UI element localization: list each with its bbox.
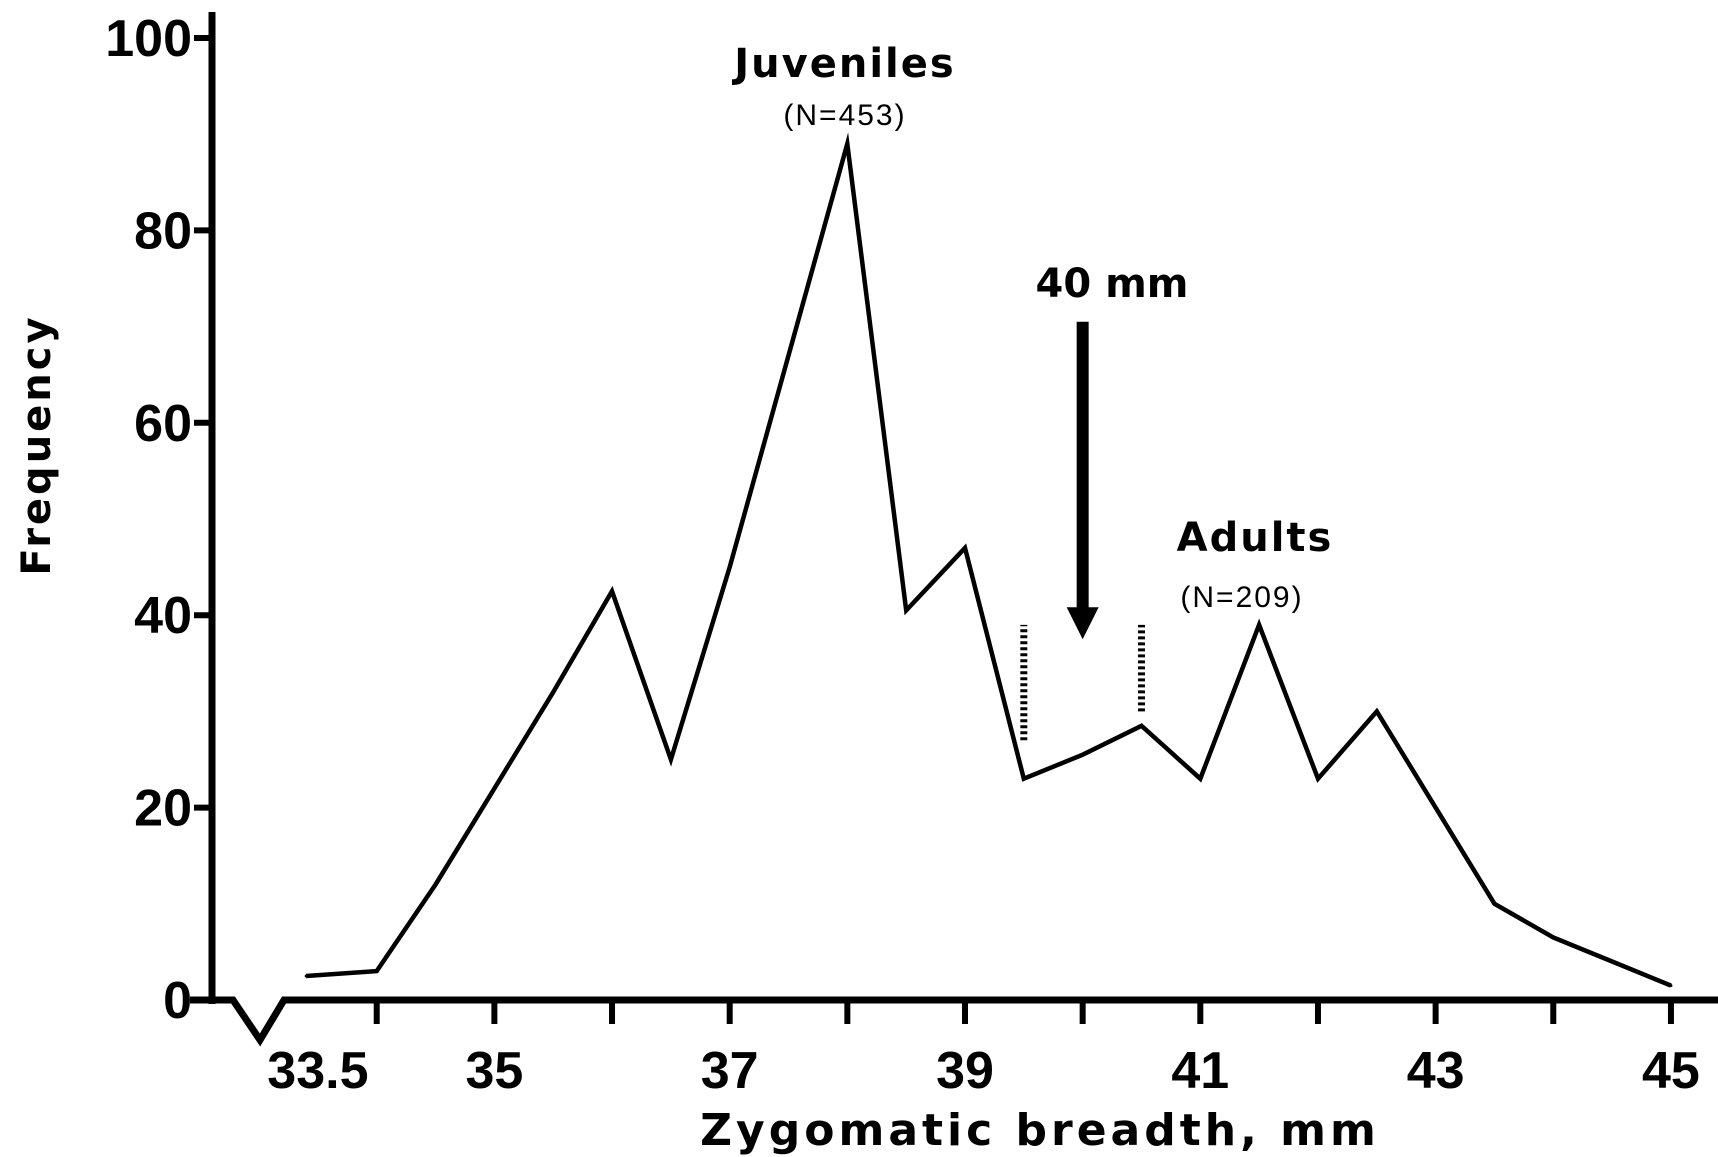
interval-markers bbox=[1020, 624, 1145, 741]
data-point bbox=[1551, 935, 1555, 939]
x-tick-label: 41 bbox=[1171, 1042, 1229, 1100]
arrow-head bbox=[1066, 607, 1099, 640]
y-tick-label: 60 bbox=[134, 395, 192, 453]
data-point bbox=[669, 758, 673, 761]
adults-count: (N=209) bbox=[1180, 581, 1303, 614]
x-tick-label: 37 bbox=[701, 1042, 759, 1100]
data-point bbox=[1669, 984, 1673, 988]
data-point bbox=[434, 883, 438, 887]
y-tick-label: 40 bbox=[134, 587, 192, 645]
x-tick-label: 45 bbox=[1642, 1042, 1700, 1100]
y-tick-label: 0 bbox=[163, 972, 192, 1030]
x-axis: 33.5 35 37 39 41 43 45 bbox=[190, 996, 1718, 1100]
data-point bbox=[787, 353, 791, 357]
y-axis: 0 20 40 60 80 100 bbox=[105, 10, 216, 1030]
cutoff-label: 40 mm bbox=[1036, 261, 1189, 307]
data-point bbox=[1257, 623, 1261, 627]
data-point bbox=[1316, 777, 1320, 781]
cutoff-arrow bbox=[1066, 321, 1099, 640]
x-axis-line bbox=[190, 996, 1718, 1047]
x-tick-label: 43 bbox=[1407, 1042, 1465, 1100]
data-point bbox=[1139, 724, 1143, 728]
series-line bbox=[305, 132, 1672, 988]
data-point bbox=[1492, 902, 1496, 906]
adults-label: Adults bbox=[1177, 515, 1334, 561]
y-axis-title: Frequency bbox=[14, 314, 60, 575]
data-point bbox=[1375, 709, 1379, 713]
y-tick-label: 20 bbox=[134, 780, 192, 838]
data-point bbox=[728, 565, 732, 569]
x-tick-label: 35 bbox=[465, 1042, 523, 1100]
data-point bbox=[1434, 806, 1438, 810]
y-tick-label: 80 bbox=[134, 202, 192, 260]
data-point bbox=[1081, 753, 1085, 757]
data-point bbox=[492, 786, 496, 790]
x-tick-label: 39 bbox=[936, 1042, 994, 1100]
data-point bbox=[610, 589, 614, 593]
juveniles-label: Juveniles bbox=[731, 41, 955, 87]
data-point bbox=[845, 142, 849, 146]
data-point bbox=[1022, 777, 1026, 781]
data-point bbox=[375, 969, 379, 973]
data-point bbox=[551, 690, 555, 694]
series bbox=[304, 132, 1673, 988]
data-point bbox=[904, 608, 908, 612]
data-point bbox=[304, 974, 308, 978]
juveniles-count: (N=453) bbox=[783, 99, 906, 132]
data-point bbox=[963, 546, 967, 550]
data-point bbox=[1198, 777, 1202, 781]
y-tick-label: 100 bbox=[105, 10, 192, 68]
data-point bbox=[1610, 960, 1614, 964]
x-axis-title: Zygomatic breadth, mm bbox=[700, 1105, 1380, 1156]
x-tick-label: 33.5 bbox=[267, 1042, 368, 1100]
